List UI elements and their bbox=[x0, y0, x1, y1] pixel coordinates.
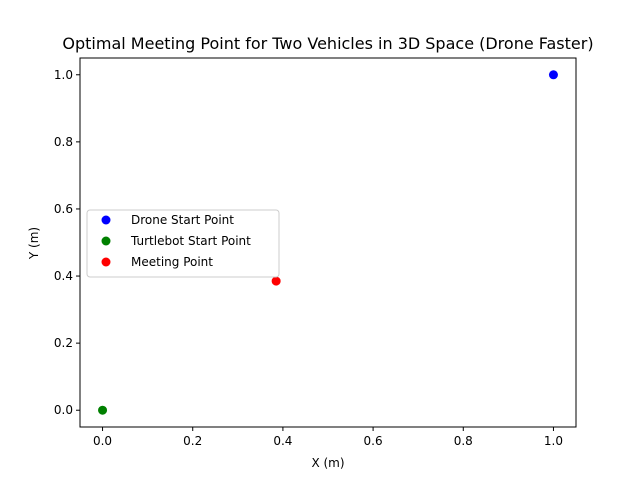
legend-marker bbox=[101, 236, 111, 246]
y-tick-label: 0.8 bbox=[54, 135, 73, 149]
x-tick-label: 0.4 bbox=[273, 434, 292, 448]
legend-box bbox=[86, 209, 280, 278]
data-point bbox=[98, 405, 108, 415]
y-tick-label: 1.0 bbox=[54, 68, 73, 82]
plot-area bbox=[79, 57, 577, 428]
y-tick-label: 0.6 bbox=[54, 202, 73, 216]
chart-title: Optimal Meeting Point for Two Vehicles i… bbox=[62, 34, 593, 53]
legend-marker bbox=[101, 215, 111, 225]
y-tick-label: 0.4 bbox=[54, 269, 73, 283]
x-tick-label: 1.0 bbox=[544, 434, 563, 448]
data-points bbox=[98, 70, 558, 415]
x-tick-label: 0.6 bbox=[364, 434, 383, 448]
legend-marker bbox=[101, 257, 111, 267]
legend-label: Drone Start Point bbox=[131, 213, 234, 227]
data-point bbox=[548, 70, 558, 80]
x-tick-label: 0.2 bbox=[183, 434, 202, 448]
x-tick-label: 0.0 bbox=[93, 434, 112, 448]
legend: Drone Start Point Turtlebot Start Point Me… bbox=[86, 209, 280, 278]
y-axis: 0.0 0.2 0.4 0.6 0.8 1.0 bbox=[54, 68, 80, 417]
y-axis-label: Y (m) bbox=[27, 227, 41, 260]
x-tick-label: 0.8 bbox=[454, 434, 473, 448]
x-axis: 0.0 0.2 0.4 0.6 0.8 1.0 bbox=[93, 427, 563, 448]
legend-label: Meeting Point bbox=[131, 255, 213, 269]
data-point bbox=[271, 276, 281, 286]
y-tick-label: 0.0 bbox=[54, 403, 73, 417]
legend-label: Turtlebot Start Point bbox=[130, 234, 251, 248]
y-tick-label: 0.2 bbox=[54, 336, 73, 350]
x-axis-label: X (m) bbox=[311, 456, 344, 470]
